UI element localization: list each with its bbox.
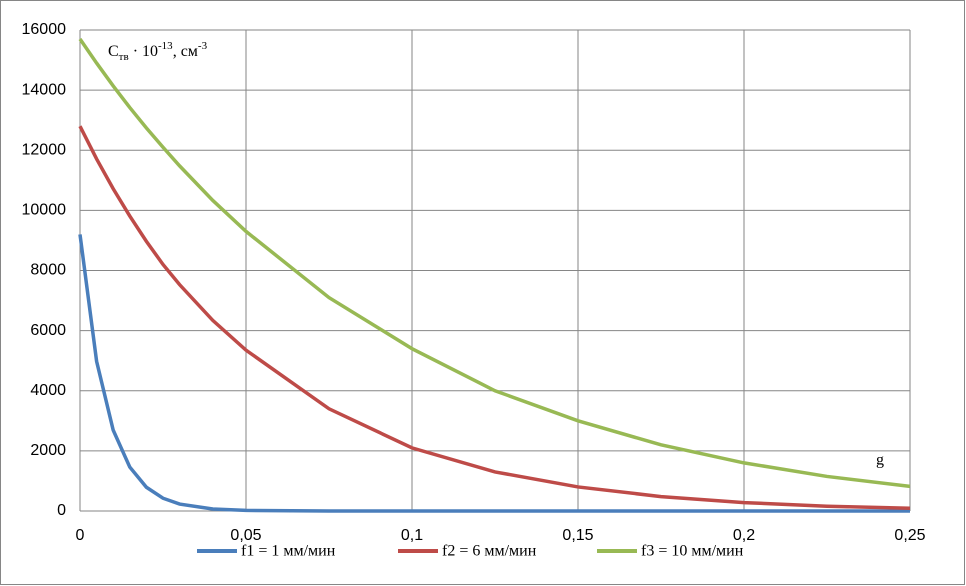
- y-label-part: тв: [119, 51, 129, 63]
- y-tick-label: 16000: [22, 21, 67, 38]
- y-tick-label: 2000: [30, 442, 66, 459]
- y-tick-label: 0: [57, 502, 66, 519]
- x-axis-label: g: [876, 452, 884, 469]
- x-tick-label: 0,25: [894, 527, 925, 544]
- y-axis-label: Cтв · 10-13, см-3: [108, 40, 208, 63]
- x-tick-label: 0: [76, 527, 85, 544]
- y-tick-label: 4000: [30, 382, 66, 399]
- y-label-part: , см: [173, 43, 198, 60]
- y-tick-label: 14000: [22, 81, 67, 98]
- y-label-part: · 10: [129, 43, 158, 60]
- y-tick-label: 10000: [22, 202, 67, 219]
- y-label-part: -3: [198, 40, 208, 52]
- legend-label: f1 = 1 мм/мин: [241, 543, 336, 560]
- x-tick-label: 0,1: [401, 527, 423, 544]
- legend-label: f2 = 6 мм/мин: [442, 543, 537, 560]
- x-tick-label: 0,05: [230, 527, 261, 544]
- y-tick-label: 6000: [30, 322, 66, 339]
- series-line: [78, 125, 911, 511]
- x-tick-label: 0,2: [733, 527, 755, 544]
- series-line: [78, 234, 910, 513]
- legend-label: f3 = 10 мм/мин: [641, 543, 744, 560]
- y-tick-label: 8000: [30, 262, 66, 279]
- y-label-part: C: [108, 43, 119, 60]
- x-tick-label: 0,15: [562, 527, 593, 544]
- series-line: [78, 38, 911, 489]
- y-tick-label: 12000: [22, 141, 67, 158]
- y-label-part: -13: [158, 40, 173, 52]
